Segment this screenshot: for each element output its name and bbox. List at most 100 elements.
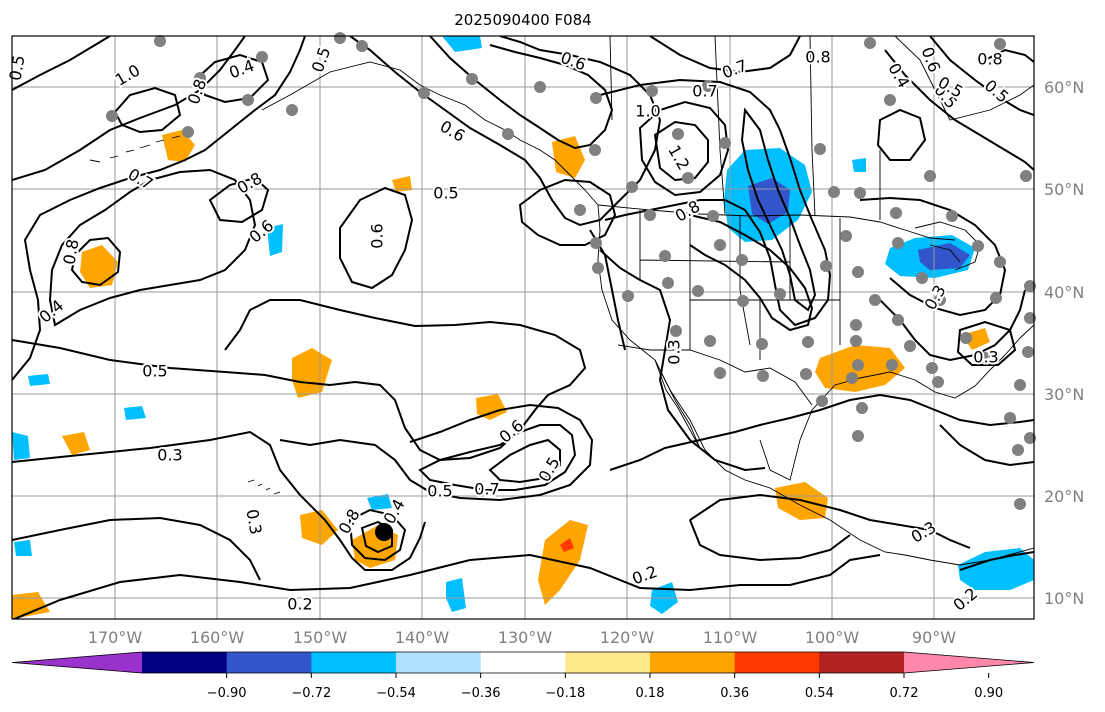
contour-line — [208, 176, 270, 224]
station-point — [682, 172, 694, 184]
contour-label: 0.5 — [433, 184, 458, 203]
station-point — [659, 250, 671, 262]
station-point — [990, 292, 1002, 304]
contour-line — [12, 36, 111, 91]
colorbar-tick-label: 0.90 — [974, 686, 1003, 701]
coastlines — [89, 36, 1034, 566]
station-point — [926, 362, 938, 374]
station-point — [946, 210, 958, 222]
contour-label: 0.7 — [474, 480, 499, 499]
shade-region — [267, 224, 283, 256]
contour-line — [279, 403, 594, 502]
station-point — [719, 137, 731, 149]
station-point — [856, 402, 868, 414]
station-point — [334, 32, 346, 44]
colorbar-bin — [650, 652, 736, 673]
contour-line — [959, 551, 1034, 571]
station-point — [886, 359, 898, 371]
station-point — [106, 110, 118, 122]
station-point — [714, 367, 726, 379]
station-point — [884, 94, 896, 106]
colorbar-extend-high — [904, 652, 1034, 673]
shade-region — [446, 578, 466, 612]
lon-tick-label: 170°W — [88, 628, 143, 647]
contour-line — [638, 100, 730, 197]
shade-region — [300, 510, 338, 545]
colorbar-bin — [480, 652, 566, 673]
shade-region — [162, 130, 195, 162]
station-point — [800, 368, 812, 380]
contour-line — [518, 178, 617, 246]
contour-label: 1.0 — [635, 102, 660, 121]
cyclone-center-marker — [375, 523, 393, 541]
station-point — [869, 294, 881, 306]
contour-line — [339, 186, 414, 290]
hawaii-islands — [247, 479, 281, 495]
station-point — [707, 210, 719, 222]
contour-label: 0.8 — [805, 48, 830, 67]
contour-line — [70, 236, 122, 287]
contour-line — [649, 36, 801, 74]
contour-line — [488, 438, 561, 484]
colorbar-tick-label: −0.18 — [545, 686, 585, 701]
contour-line — [956, 320, 1017, 366]
lat-tick-label: 10°N — [1044, 589, 1084, 608]
station-point — [802, 336, 814, 348]
contour-line — [349, 36, 662, 227]
station-point — [1014, 498, 1026, 510]
colorbar-tick-label: 0.18 — [636, 686, 665, 701]
contour-line — [609, 393, 1034, 471]
shade-region — [476, 394, 507, 420]
contour-label: 0.6 — [368, 223, 387, 248]
station-point — [924, 170, 936, 182]
station-point — [994, 38, 1006, 50]
shade-region — [14, 540, 32, 556]
colorbar-extend-low — [12, 652, 142, 673]
station-point — [356, 40, 368, 52]
contour-line — [12, 36, 246, 181]
lon-tick-label: 100°W — [805, 628, 860, 647]
lon-tick-label: 110°W — [703, 628, 758, 647]
lat-tick-label: 20°N — [1044, 487, 1084, 506]
hudson-bay-coast — [894, 36, 1034, 121]
station-point — [702, 80, 714, 92]
great-lakes — [914, 221, 981, 271]
station-point — [1024, 280, 1036, 292]
shade-region — [62, 432, 90, 455]
shade-region — [442, 36, 482, 52]
station-point — [736, 254, 748, 266]
map-frame — [11, 35, 1035, 620]
contour-line — [939, 424, 1034, 467]
station-point — [589, 144, 601, 156]
station-point — [154, 35, 166, 47]
contour-line — [859, 196, 1007, 317]
map-title: 2025090400 F084 — [454, 11, 591, 29]
north-america-west-coast — [597, 204, 1034, 566]
contour-line — [740, 107, 817, 312]
lon-tick-label: 90°W — [912, 628, 956, 647]
contour-line — [193, 53, 270, 104]
latitude-axis: 60°N 50°N 40°N 30°N 20°N 10°N — [1044, 78, 1084, 608]
contour-line — [113, 86, 182, 134]
station-point — [242, 94, 254, 106]
station-point — [182, 126, 194, 138]
station-point — [972, 240, 984, 252]
station-point — [194, 72, 206, 84]
shade-region — [367, 494, 392, 510]
station-point — [622, 290, 634, 302]
colorbar-outline — [11, 651, 1035, 674]
contour-line — [653, 120, 709, 182]
colorbar-tick-label: 0.36 — [720, 686, 749, 701]
station-point — [850, 319, 862, 331]
station-point — [692, 285, 704, 297]
contour-line — [929, 36, 1034, 116]
station-points — [106, 32, 1036, 510]
shade-region — [918, 243, 970, 270]
station-point — [864, 37, 876, 49]
station-point — [934, 294, 946, 306]
station-point — [737, 295, 749, 307]
shade-region — [552, 136, 585, 178]
station-point — [850, 335, 862, 347]
station-point — [904, 340, 916, 352]
